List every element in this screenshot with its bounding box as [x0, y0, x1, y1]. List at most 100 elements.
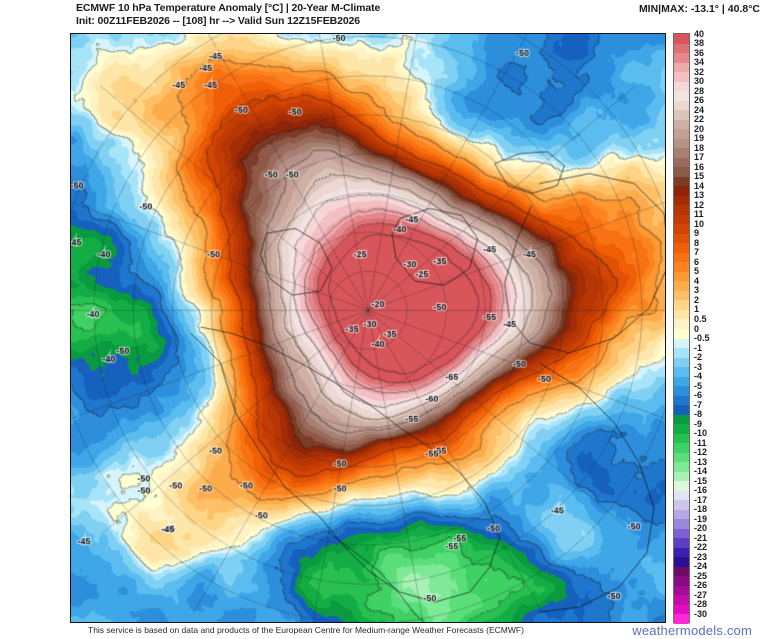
colorbar-swatch — [674, 100, 689, 111]
colorbar-swatch — [674, 167, 689, 177]
minmax-readout: MIN|MAX: -13.1° | 40.8°C — [638, 3, 760, 15]
brand-watermark[interactable]: weathermodels.com — [632, 623, 752, 638]
colorbar-swatch — [674, 91, 689, 101]
colorbar-tick-label: 12 — [694, 199, 705, 210]
colorbar-tick-label: -26 — [694, 580, 708, 591]
colorbar-tick-label: -14 — [694, 466, 708, 477]
title-line-model-field: ECMWF 10 hPa Temperature Anomaly [°C] | … — [76, 2, 381, 14]
colorbar-tick-label: 26 — [694, 95, 705, 106]
colorbar-tick-label: -25 — [694, 570, 708, 581]
colorbar-swatch — [674, 386, 689, 396]
colorbar-swatch — [674, 367, 689, 377]
colorbar-tick-label: 4 — [694, 275, 700, 286]
colorbar-swatch — [674, 519, 689, 529]
colorbar-swatch — [674, 452, 689, 463]
colorbar: 40 38 36 34 32 30 28 26 24 22 20 19 18 17 16 15 14 13 12 11… — [673, 28, 765, 624]
colorbar-swatch — [674, 348, 689, 358]
ecmwf-disclaimer: This service is based on data and produc… — [88, 625, 524, 635]
colorbar-tick-label: 8 — [694, 237, 700, 248]
map-canvas[interactable] — [71, 34, 665, 622]
colorbar-swatch — [674, 119, 689, 130]
brand-text: weathermodels.com — [632, 623, 752, 638]
colorbar-swatch — [674, 290, 689, 301]
colorbar-swatch — [674, 262, 689, 272]
colorbar-swatch — [674, 281, 689, 291]
colorbar-tick-label: -0.5 — [694, 333, 710, 344]
colorbar-tick-label: -7 — [694, 399, 703, 410]
colorbar-tick-label: -28 — [694, 599, 708, 610]
colorbar-tick-label: -30 — [694, 608, 708, 619]
colorbar-tick-label: 28 — [694, 85, 705, 96]
colorbar-swatch — [674, 233, 689, 244]
colorbar-swatch — [674, 129, 689, 139]
colorbar-swatch — [674, 509, 689, 520]
colorbar-swatch — [674, 471, 689, 482]
colorbar-swatch — [674, 614, 689, 624]
colorbar-tick-label: 20 — [694, 123, 705, 134]
colorbar-tick-label: -21 — [694, 532, 708, 543]
colorbar-swatch — [674, 110, 689, 120]
colorbar-tick-label: 17 — [694, 152, 705, 163]
colorbar-tick-label: 9 — [694, 228, 700, 239]
colorbar-tick-label: -20 — [694, 523, 708, 534]
colorbar-tick-label: -1 — [694, 342, 703, 353]
colorbar-tick-label: 40 — [694, 28, 705, 39]
colorbar-tick-label: 13 — [694, 190, 705, 201]
colorbar-tick-label: -23 — [694, 551, 708, 562]
colorbar-tick-label: 0.5 — [694, 313, 707, 324]
colorbar-swatch — [674, 576, 689, 586]
colorbar-tick-label: 14 — [694, 180, 705, 191]
colorbar-swatch — [674, 433, 689, 444]
map-panel[interactable] — [70, 33, 666, 623]
colorbar-tick-label: -22 — [694, 542, 708, 553]
colorbar-swatch — [674, 424, 689, 434]
colorbar-swatch — [674, 53, 689, 63]
colorbar-tick-label: -5 — [694, 380, 703, 391]
colorbar-swatch — [674, 43, 689, 54]
colorbar-swatch — [674, 62, 689, 73]
colorbar-swatch — [674, 462, 689, 472]
colorbar-tick-label: 0 — [694, 323, 700, 334]
colorbar-tick-label: -15 — [694, 475, 708, 486]
colorbar-swatch — [674, 205, 689, 215]
colorbar-tick-label: -17 — [694, 494, 708, 505]
chart-title: ECMWF 10 hPa Temperature Anomaly [°C] | … — [76, 2, 380, 28]
colorbar-tick-label: -24 — [694, 561, 708, 572]
colorbar-tick-label: 18 — [694, 142, 705, 153]
colorbar-tick-label: -19 — [694, 513, 708, 524]
colorbar-swatch — [674, 566, 689, 577]
colorbar-swatch — [674, 557, 689, 567]
colorbar-swatch — [674, 414, 689, 425]
colorbar-tick-label: 32 — [694, 66, 705, 77]
colorbar-tick-label: 30 — [694, 76, 705, 87]
colorbar-tick-label: -12 — [694, 447, 708, 458]
colorbar-swatch — [674, 224, 689, 234]
colorbar-tick-label: -9 — [694, 418, 703, 429]
colorbar-tick-label: 15 — [694, 171, 705, 182]
colorbar-swatch — [674, 309, 689, 320]
colorbar-swatch — [674, 500, 689, 510]
colorbar-swatch — [674, 528, 689, 539]
colorbar-gradient-strip — [673, 33, 690, 624]
colorbar-tick-label: 7 — [694, 247, 700, 258]
colorbar-swatch — [674, 195, 689, 206]
colorbar-tick-label: 3 — [694, 285, 700, 296]
colorbar-swatch — [674, 490, 689, 501]
colorbar-tick-label: -27 — [694, 589, 708, 600]
colorbar-swatch — [674, 547, 689, 558]
colorbar-tick-label: 10 — [694, 218, 705, 229]
colorbar-swatch — [674, 214, 689, 225]
colorbar-swatch — [674, 72, 689, 82]
colorbar-swatch — [674, 148, 689, 158]
colorbar-swatch — [674, 376, 689, 387]
colorbar-tick-label: -16 — [694, 485, 708, 496]
colorbar-tick-label: 36 — [694, 47, 705, 58]
colorbar-swatch — [674, 405, 689, 415]
colorbar-tick-label: 11 — [694, 209, 704, 220]
colorbar-swatch — [674, 585, 689, 596]
colorbar-tick-label: 24 — [694, 104, 705, 115]
colorbar-swatch — [674, 34, 689, 44]
colorbar-tick-label: -6 — [694, 390, 703, 401]
colorbar-swatch — [674, 176, 689, 187]
colorbar-swatch — [674, 328, 689, 339]
